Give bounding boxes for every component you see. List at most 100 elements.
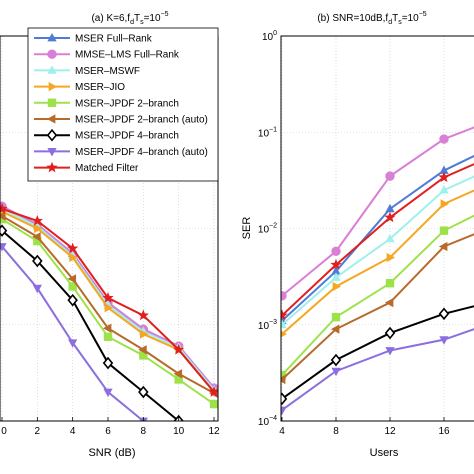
- data-point: [0, 224, 8, 237]
- data-point: [32, 232, 41, 242]
- panel-b-series: [281, 126, 474, 416]
- legend-marker: [47, 65, 57, 74]
- series-mser-jpdf-4-branch-auto-: [0, 243, 218, 473]
- x-tick-label: 10: [173, 426, 185, 437]
- data-point: [332, 281, 342, 292]
- data-point: [331, 367, 341, 377]
- y-tick-label: 10−1: [258, 126, 277, 139]
- legend-entry: Matched Filter: [34, 161, 139, 174]
- y-tick-label: 10−3: [258, 319, 277, 332]
- panel-a-x-ticks: 0 2 4 6 8 10 12: [1, 417, 220, 437]
- legend-marker: [47, 49, 57, 59]
- data-point: [281, 392, 288, 406]
- data-point: [281, 330, 288, 338]
- series-matched-filter: [281, 163, 474, 321]
- data-point: [385, 203, 395, 213]
- data-point: [281, 406, 287, 416]
- legend-label: Matched Filter: [75, 163, 139, 174]
- data-point: [331, 246, 341, 256]
- data-point: [68, 282, 77, 291]
- data-point: [173, 343, 185, 355]
- series-line: [281, 328, 474, 411]
- x-tick-label: 4: [70, 426, 76, 437]
- series-mser-jpdf-2-branch: [281, 214, 474, 380]
- panel-b-y-ticks: 100 10−1 10−2 10−3 10−4: [258, 30, 277, 428]
- data-point: [330, 258, 342, 270]
- legend-entry: MSER–MSWF: [34, 65, 140, 77]
- x-tick-label: 12: [384, 426, 396, 437]
- y-tick-label: 10−2: [258, 223, 277, 236]
- legend-marker: [46, 114, 56, 124]
- data-point: [281, 291, 287, 301]
- data-point: [137, 309, 149, 321]
- data-point: [281, 319, 287, 329]
- data-point: [440, 199, 450, 209]
- legend-entry: MMSE–LMS Full–Rank: [34, 49, 180, 61]
- x-tick-label: 8: [333, 426, 339, 437]
- data-point: [67, 242, 79, 254]
- data-point: [69, 252, 78, 263]
- data-point: [138, 345, 147, 355]
- legend-entry: MSER–JIO: [34, 81, 125, 93]
- data-point: [384, 211, 396, 223]
- x-tick-label: 16: [438, 426, 450, 437]
- data-point: [68, 339, 78, 348]
- panel-a-snr-chart: (a) K=6,fdTs=10−5 0 2 4 6 8 10 12 SNR (dB) MSE…: [0, 11, 220, 473]
- panel-a-x-axis-label: SNR (dB): [88, 447, 135, 459]
- data-point: [67, 293, 78, 307]
- data-point: [384, 297, 394, 308]
- legend-label: MSER–JPDF 2–branch (auto): [75, 115, 208, 126]
- data-point: [209, 465, 218, 473]
- legend-entry: MSER Full–Rank: [34, 32, 153, 45]
- data-point: [138, 385, 149, 399]
- legend-label: MSER–JIO: [75, 82, 125, 93]
- data-point: [103, 388, 113, 398]
- x-tick-label: 12: [208, 426, 220, 437]
- panel-b-x-axis-label: Users: [370, 447, 399, 459]
- series-mser-mswf: [281, 175, 474, 329]
- legend-label: MMSE–LMS Full–Rank: [75, 50, 180, 61]
- legend-marker: [46, 128, 58, 142]
- data-point: [102, 356, 114, 370]
- legend-marker: [47, 32, 57, 42]
- legend-marker: [48, 81, 58, 92]
- data-point: [438, 307, 450, 321]
- data-point: [439, 336, 449, 345]
- series-matched-filter: [0, 202, 218, 397]
- panel-b-users-chart: (b) SNR=10dB,fdTs=10−5 4 8 12 16 100 10−1 10−…: [241, 11, 474, 459]
- data-point: [0, 243, 7, 252]
- panel-b-axes-box: [280, 35, 474, 422]
- data-point: [331, 312, 341, 322]
- data-point: [0, 211, 6, 221]
- data-point: [33, 236, 42, 246]
- data-point: [385, 279, 395, 288]
- data-point: [104, 303, 114, 313]
- series-mser-jpdf-2-branch: [0, 214, 218, 409]
- legend-label: MSER–MSWF: [75, 66, 140, 77]
- data-point: [173, 369, 183, 379]
- data-point: [209, 399, 218, 409]
- data-point: [331, 266, 341, 275]
- x-tick-label: 2: [35, 426, 41, 437]
- data-point: [330, 353, 342, 367]
- panel-b-y-axis-label: SER: [241, 217, 253, 240]
- data-point: [386, 252, 396, 263]
- legend: MSER Full–Rank MMSE–LMS Full–Rank MSER–MSW…: [27, 27, 219, 182]
- data-point: [439, 165, 449, 174]
- legend-label: MSER Full–Rank: [75, 34, 153, 45]
- data-point: [331, 272, 341, 281]
- series-mser-jpdf-4-branch-auto-: [281, 328, 474, 416]
- data-point: [33, 223, 43, 234]
- data-point: [439, 185, 449, 194]
- data-point: [174, 443, 183, 451]
- y-tick-label: 10−4: [258, 415, 277, 428]
- legend-marker: [46, 161, 58, 173]
- data-point: [439, 226, 449, 235]
- data-point: [281, 309, 288, 321]
- data-point: [139, 329, 149, 339]
- data-point: [67, 274, 77, 284]
- data-point: [208, 386, 218, 397]
- legend-label: MSER–JPDF 4–branch (auto): [75, 147, 208, 158]
- data-point: [384, 326, 396, 340]
